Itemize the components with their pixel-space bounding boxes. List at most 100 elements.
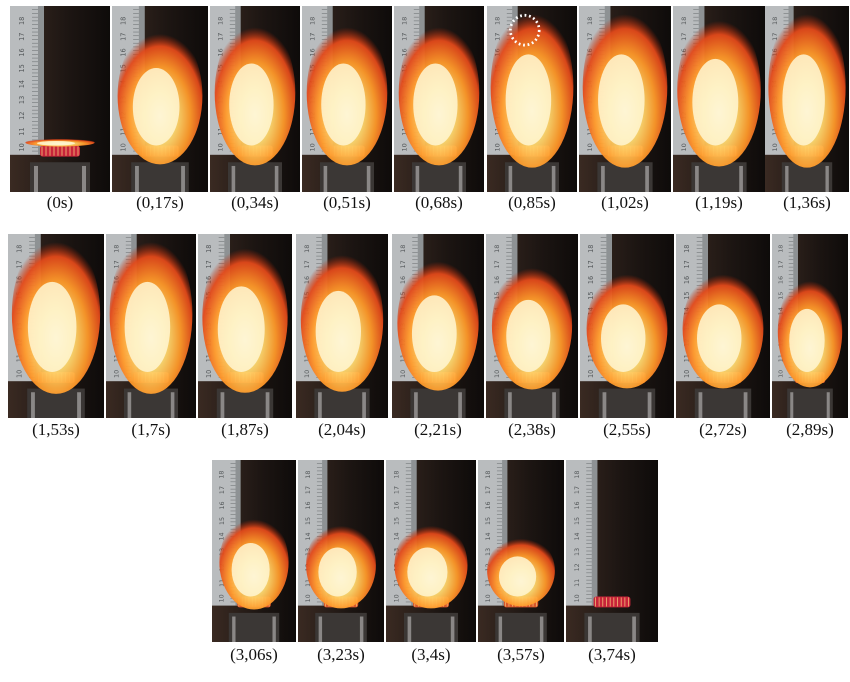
- ruler-number: 18: [394, 471, 401, 479]
- ruler-number: 10: [401, 143, 409, 151]
- ruler-number: 16: [217, 48, 225, 56]
- ruler-number: 10: [493, 370, 501, 378]
- ruler-number: 18: [309, 17, 317, 25]
- time-label: (3,74s): [588, 645, 636, 664]
- ruler-number: 10: [205, 370, 213, 378]
- ruler-number: 10: [113, 370, 121, 378]
- time-label: (1,02s): [601, 193, 649, 212]
- ruler-number: 15: [573, 517, 581, 525]
- highlight-circle: [509, 13, 541, 47]
- ruler-number: 11: [305, 579, 312, 587]
- ruler-number: 18: [401, 17, 409, 25]
- ruler-number: 11: [217, 127, 225, 135]
- ruler-number: 11: [587, 354, 595, 362]
- ruler-number: 15: [485, 517, 492, 525]
- ruler-number: 18: [494, 17, 502, 25]
- time-label: (1,19s): [695, 193, 743, 212]
- ruler-number: 17: [305, 486, 312, 494]
- ruler-number: 16: [779, 276, 784, 284]
- ruler-number: 17: [15, 260, 23, 268]
- ruler-number: 10: [303, 370, 311, 378]
- time-label: (0,17s): [136, 193, 184, 212]
- ruler-number: 17: [119, 33, 127, 41]
- ruler-number: 10: [394, 594, 401, 602]
- ruler-number: 16: [219, 501, 226, 509]
- ruler-number: 11: [573, 579, 581, 587]
- ruler-number: 18: [303, 245, 311, 253]
- ruler-number: 18: [573, 471, 581, 479]
- ruler-number: 17: [493, 260, 501, 268]
- ruler-number: 18: [683, 245, 691, 253]
- time-label: (0,85s): [508, 193, 556, 212]
- ruler-number: 18: [15, 245, 23, 253]
- ruler-number: 11: [399, 354, 407, 362]
- ruler-number: 18: [119, 17, 127, 25]
- time-label: (0,34s): [231, 193, 279, 212]
- ruler-number: 10: [119, 143, 127, 151]
- ruler-number: 11: [18, 127, 26, 135]
- ruler-number: 16: [683, 276, 691, 284]
- ruler-number: 11: [493, 354, 501, 362]
- ruler-number: 17: [772, 32, 779, 40]
- ruler-number: 18: [493, 245, 501, 253]
- ruler-number: 17: [394, 486, 401, 494]
- time-label: (2,38s): [508, 420, 556, 439]
- ruler-number: 10: [680, 143, 688, 151]
- ruler-number: 12: [18, 112, 26, 120]
- ruler-number: 14: [394, 532, 401, 540]
- ruler-number: 15: [587, 292, 595, 300]
- ruler-number: 16: [573, 501, 581, 509]
- ruler-number: 16: [587, 276, 595, 284]
- ruler-number: 17: [586, 33, 594, 41]
- ruler-number: 15: [219, 517, 226, 525]
- ruler-number: 10: [309, 143, 317, 151]
- ruler-number: 17: [779, 260, 784, 268]
- ruler-number: 11: [119, 127, 127, 135]
- time-label: (0,51s): [323, 193, 371, 212]
- time-label: (0,68s): [415, 193, 463, 212]
- ruler-number: 18: [217, 17, 225, 25]
- time-label: (2,55s): [603, 420, 651, 439]
- ruler-number: 17: [113, 260, 121, 268]
- ruler-number: 15: [305, 517, 312, 525]
- ruler-number: 18: [485, 470, 492, 478]
- ruler-number: 18: [586, 17, 594, 25]
- ruler-number: 11: [401, 127, 409, 135]
- ruler-number: 18: [587, 245, 595, 253]
- ruler-number: 17: [683, 260, 691, 268]
- ruler-number: 14: [573, 532, 581, 540]
- ruler-number: 18: [205, 245, 213, 253]
- ruler-number: 11: [485, 579, 492, 587]
- ruler-number: 13: [18, 96, 26, 104]
- ruler-number: 18: [772, 17, 779, 25]
- ruler-number: 17: [205, 260, 213, 268]
- ruler-number: 13: [485, 548, 492, 556]
- ruler-number: 11: [205, 354, 213, 362]
- ruler-number: 10: [586, 143, 594, 151]
